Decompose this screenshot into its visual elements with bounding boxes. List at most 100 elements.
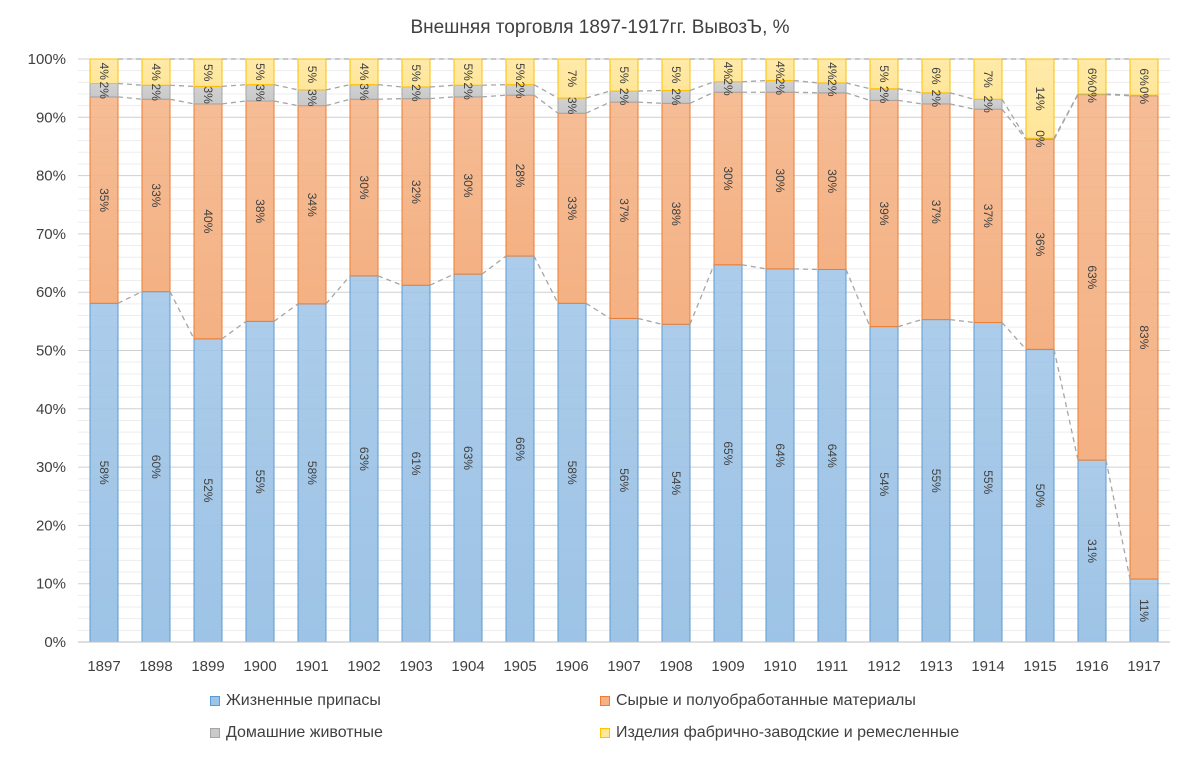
data-label: 38%	[669, 202, 683, 226]
y-tick-label: 0%	[44, 634, 66, 651]
x-tick-label: 1903	[399, 658, 432, 675]
bar-segment	[505, 94, 535, 257]
data-label: 30%	[461, 173, 475, 197]
legend: Жизненные припасы Сырые и полуобработанн…	[0, 682, 1200, 752]
bar-segment	[609, 58, 639, 92]
data-label: 5%	[877, 65, 891, 83]
x-tick-label: 1901	[295, 658, 328, 675]
bar-segment	[1025, 58, 1055, 139]
x-tick-label: 1897	[87, 658, 120, 675]
data-label: 34%	[305, 193, 319, 217]
bar-segment	[713, 264, 743, 643]
y-tick-label: 50%	[36, 343, 66, 360]
bar-segment	[245, 58, 275, 86]
bar-segment	[921, 58, 951, 94]
data-label: 83%	[1137, 325, 1151, 349]
bar-segment	[349, 275, 379, 643]
bar-segment	[661, 58, 691, 91]
bar-segment	[1077, 94, 1107, 461]
data-label: 33%	[565, 196, 579, 220]
data-label: 3%	[253, 84, 267, 102]
data-label: 2%	[409, 84, 423, 102]
y-tick-label: 60%	[36, 284, 66, 301]
data-label: 2%	[773, 78, 787, 96]
data-label: 6%	[1137, 68, 1151, 86]
data-label: 2%	[929, 90, 943, 108]
y-tick-label: 80%	[36, 168, 66, 185]
data-label: 30%	[357, 176, 371, 200]
data-label: 66%	[513, 437, 527, 461]
bar-segment	[141, 58, 171, 86]
data-label: 3%	[565, 97, 579, 115]
data-label: 33%	[149, 183, 163, 207]
data-label: 64%	[773, 443, 787, 467]
data-label: 55%	[929, 469, 943, 493]
bar-segment	[609, 317, 639, 643]
data-label: 5%	[305, 66, 319, 84]
data-label: 5%	[669, 66, 683, 84]
legend-swatch	[210, 728, 220, 738]
x-tick-label: 1913	[919, 658, 952, 675]
bar-segment	[1077, 58, 1107, 95]
legend-label: Сырые и полуобработанные материалы	[616, 692, 916, 709]
bar-segment	[141, 98, 171, 293]
bar-segment	[869, 99, 899, 328]
legend-label: Изделия фабрично-заводские и ремесленные	[616, 724, 960, 741]
bar-segment	[973, 322, 1003, 643]
data-label: 3%	[305, 89, 319, 107]
bar-segment	[869, 58, 899, 90]
data-label: 4%	[825, 62, 839, 80]
data-label: 60%	[149, 455, 163, 479]
data-label: 4%	[149, 63, 163, 81]
data-label: 7%	[565, 70, 579, 88]
legend-swatch	[600, 696, 610, 706]
legend-item-food[interactable]: Жизненные припасы	[210, 692, 381, 710]
data-label: 6%	[929, 67, 943, 85]
data-label: 50%	[1033, 484, 1047, 508]
data-label: 36%	[1033, 232, 1047, 256]
x-tick-label: 1917	[1127, 658, 1160, 675]
bar-segment	[817, 58, 847, 84]
bar-segment	[921, 103, 951, 321]
bar-segment	[89, 96, 119, 304]
data-label: 14%	[1033, 87, 1047, 111]
data-label: 2%	[513, 81, 527, 99]
bar-segment	[869, 326, 899, 643]
data-label: 7%	[981, 70, 995, 88]
bar-segment	[817, 92, 847, 270]
chart-title: Внешняя торговля 1897-1917гг. ВывозЪ, %	[410, 17, 789, 38]
data-label: 55%	[981, 470, 995, 494]
bar-segment	[661, 102, 691, 325]
data-label: 63%	[461, 446, 475, 470]
x-tick-label: 1911	[816, 658, 848, 675]
chart-plot: Внешняя торговля 1897-1917гг. ВывозЪ, % …	[28, 17, 1170, 675]
axes: 0% 10% 20% 30% 40% 50% 60% 70% 80% 90% 100% 1897 189…	[28, 51, 1170, 675]
data-label: 5%	[201, 64, 215, 82]
legend-item-raw-materials[interactable]: Сырые и полуобработанные материалы	[600, 692, 916, 710]
data-label: 64%	[825, 444, 839, 468]
data-label: 56%	[617, 468, 631, 492]
bar-segment	[765, 91, 795, 270]
x-tick-label: 1915	[1023, 658, 1056, 675]
data-label: 4%	[97, 63, 111, 81]
bar-segment	[609, 101, 639, 319]
data-label: 63%	[357, 447, 371, 471]
bar-segment	[401, 58, 431, 88]
x-tick-label: 1898	[139, 658, 172, 675]
legend-label: Жизненные припасы	[226, 692, 381, 709]
bar-segment	[765, 58, 795, 82]
bar-segment	[453, 58, 483, 86]
data-label: 2%	[981, 96, 995, 114]
bar-segment	[297, 58, 327, 91]
legend-item-livestock[interactable]: Домашние животные	[210, 724, 383, 742]
data-label: 0%	[1085, 86, 1099, 104]
data-label: 0%	[1033, 130, 1047, 148]
y-tick-label: 70%	[36, 226, 66, 243]
data-label: 5%	[617, 66, 631, 84]
bar-segment	[973, 58, 1003, 100]
x-tick-label: 1909	[711, 658, 744, 675]
data-label: 4%	[721, 62, 735, 80]
legend-item-manufactured[interactable]: Изделия фабрично-заводские и ремесленные	[600, 724, 959, 742]
bar-segment	[765, 268, 795, 643]
